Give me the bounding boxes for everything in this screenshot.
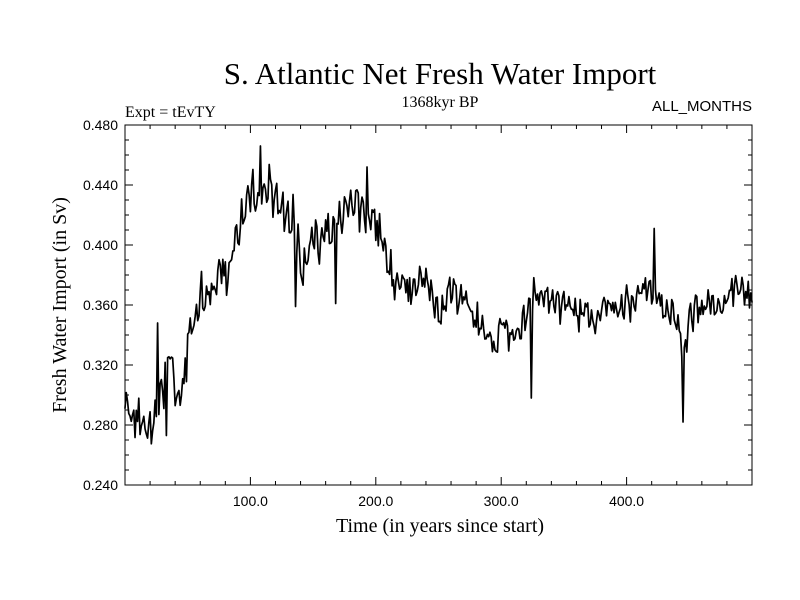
y-tick-label-0.400: 0.400: [83, 237, 118, 253]
y-tick-label-0.360: 0.360: [83, 297, 118, 313]
y-tick-label-0.440: 0.440: [83, 177, 118, 193]
y-tick-label-0.280: 0.280: [83, 417, 118, 433]
x-axis-label: Time (in years since start): [336, 515, 544, 537]
x-axis: 100.0 200.0 300.0 400.0: [149, 125, 728, 509]
experiment-label: Expt = tEvTY: [125, 104, 216, 121]
x-tick-label-200.0: 200.0: [358, 493, 393, 509]
x-tick-label-300.0: 300.0: [484, 493, 519, 509]
y-axis-label: Fresh Water Import (in Sv): [49, 197, 71, 413]
months-label: ALL_MONTHS: [652, 98, 752, 115]
y-tick-label-0.240: 0.240: [83, 477, 118, 493]
chart-title: S. Atlantic Net Fresh Water Import: [224, 56, 657, 91]
plot-area: [124, 145, 753, 445]
time-label: 1368kyr BP: [402, 94, 479, 111]
y-tick-label-0.480: 0.480: [83, 117, 118, 133]
y-axis: 0.240 0.280 0.320 0.360 0.400 0.440 0.480: [83, 117, 752, 493]
x-tick-label-100.0: 100.0: [233, 493, 268, 509]
x-tick-label-400.0: 400.0: [609, 493, 644, 509]
fresh-water-import-series-line: [124, 145, 753, 445]
y-tick-label-0.320: 0.320: [83, 357, 118, 373]
